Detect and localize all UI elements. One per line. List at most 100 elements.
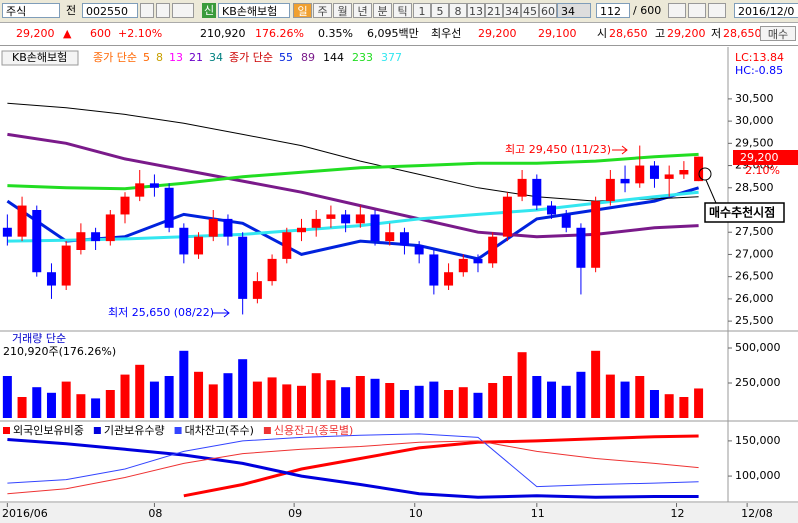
count-input[interactable]: 112 (596, 3, 630, 18)
market-select[interactable]: 주식 (2, 3, 60, 18)
period-button[interactable]: 주 (313, 3, 332, 18)
period-button[interactable]: 년 (353, 3, 372, 18)
menu-button[interactable] (156, 3, 170, 18)
candle-body (547, 205, 557, 215)
candle-body (370, 214, 380, 242)
change: 600 (90, 27, 111, 40)
y-tick-label: 500,000 (735, 341, 781, 354)
volume-bar (61, 381, 71, 418)
volume-bar (605, 374, 615, 418)
period-button[interactable]: 일 (293, 3, 312, 18)
candle-body (105, 214, 115, 242)
volume-bar (282, 384, 292, 418)
series-line (7, 152, 699, 191)
candle-body (694, 156, 704, 182)
code-input[interactable]: 002550 (82, 3, 138, 18)
best-label: 최우선 (431, 27, 462, 40)
legend-item: 21 (189, 51, 203, 64)
interval-select[interactable]: 34 (557, 3, 591, 18)
series-line (7, 433, 699, 488)
legend-title: KB손해보험 (12, 50, 67, 64)
candle-body (135, 183, 145, 197)
candle-body (444, 272, 454, 286)
candle-body (120, 196, 130, 215)
volume-bar (458, 387, 468, 418)
volume-bar (444, 390, 454, 418)
candle-body (46, 272, 56, 286)
y-tick-label: 250,000 (735, 376, 781, 389)
period-button[interactable]: 틱 (393, 3, 412, 18)
volume-bar (635, 376, 645, 418)
candle-body (399, 232, 409, 246)
annotation: 최저 25,650 (08/22) (108, 306, 214, 319)
volume-bar (547, 381, 557, 418)
open-label: 시 (597, 27, 608, 40)
plot-background (0, 47, 798, 503)
search-button[interactable] (140, 3, 154, 18)
candle-body (649, 165, 659, 179)
candle-body (61, 245, 71, 286)
order-button[interactable]: 매수 (760, 26, 796, 41)
annotation: 최고 29,450 (11/23) (505, 143, 611, 156)
legend-swatch (3, 427, 10, 434)
y-tick-label: 28,500 (735, 181, 774, 194)
interval-button[interactable]: 8 (449, 3, 467, 18)
y-tick-label: 25,500 (735, 314, 774, 327)
volume-bar (488, 383, 498, 418)
interval-button[interactable]: 21 (485, 3, 503, 18)
date-input[interactable]: 2016/12/0 (734, 3, 798, 18)
tool-button[interactable] (708, 3, 726, 18)
sound-button[interactable] (172, 3, 194, 18)
volume-bar (591, 350, 601, 418)
volume-bar (561, 385, 571, 418)
ask: 29,200 (478, 27, 517, 40)
interval-button[interactable]: 1 (413, 3, 431, 18)
badge: 신 (202, 3, 216, 18)
tool-button[interactable] (668, 3, 686, 18)
candle-body (429, 254, 439, 286)
tool-button[interactable] (688, 3, 706, 18)
interval-button[interactable]: 34 (503, 3, 521, 18)
low: 28,650 (723, 27, 762, 40)
candle-body (679, 170, 689, 175)
candle-body (296, 227, 306, 233)
volume-bar (694, 388, 704, 418)
period-button[interactable]: 분 (373, 3, 392, 18)
volume-bar (32, 387, 42, 418)
candle-body (282, 232, 292, 259)
candle-body (561, 214, 571, 228)
period-button[interactable]: 월 (333, 3, 352, 18)
candle-body (502, 196, 512, 237)
legend-swatch (93, 427, 101, 434)
x-tick-label: 10 (409, 507, 423, 520)
series-line (183, 434, 699, 498)
interval-button[interactable]: 60 (539, 3, 557, 18)
callout-arrow (705, 179, 717, 204)
candle-body (311, 218, 321, 228)
amount: 6,095백만 (367, 27, 419, 40)
hc-label: HC:-0.85 (735, 64, 783, 77)
candle-body (208, 218, 218, 237)
y-tick-label: 100,000 (735, 469, 781, 482)
interval-button[interactable]: 45 (521, 3, 539, 18)
candle-body (32, 210, 42, 273)
legend-item: 외국인보유비중 (13, 424, 84, 437)
interval-button[interactable]: 5 (431, 3, 449, 18)
candle-body (149, 183, 159, 188)
interval-button[interactable]: 13 (467, 3, 485, 18)
volume-bar (679, 397, 689, 418)
series-line (7, 440, 699, 495)
volume-bar (76, 394, 86, 418)
y-tick-label: 30,000 (735, 114, 774, 127)
volume-bar (355, 376, 365, 418)
legend-item: 기관보유수량 (104, 424, 165, 437)
candle-body (473, 258, 483, 264)
candle-body (532, 178, 542, 206)
price-tag (733, 150, 798, 165)
volume-bar (370, 378, 380, 418)
volume-bar (2, 376, 12, 418)
volume-bar (238, 359, 248, 418)
quote-bar: 29,200 ▲ 600 +2.10% 210,920 176.26% 0.35… (0, 23, 798, 46)
volume-bar (223, 373, 233, 418)
legend-item: 233 (352, 51, 373, 64)
